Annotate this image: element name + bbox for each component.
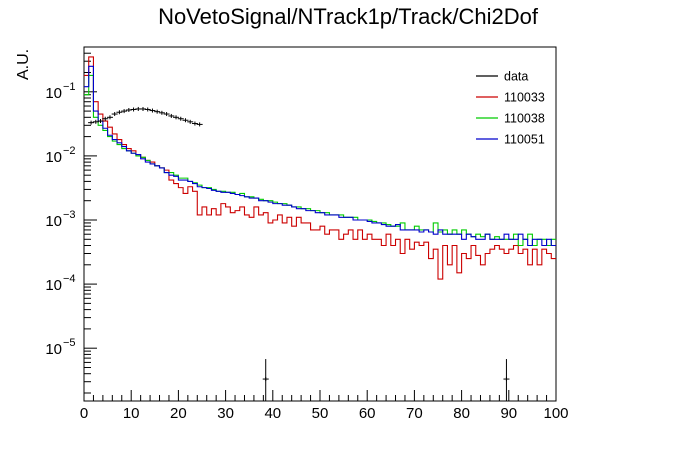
series-110038-line (84, 74, 556, 247)
y-tick-exponent: −1 (63, 81, 76, 93)
x-tick-label: 50 (312, 405, 329, 422)
y-tick-exponent: −5 (63, 337, 76, 349)
x-tick-label: 100 (543, 405, 568, 422)
series-layer (84, 56, 556, 401)
data-point (92, 119, 99, 124)
data-point (125, 108, 132, 113)
x-tick-label: 30 (217, 405, 234, 422)
data-point (182, 118, 189, 123)
data-point (116, 110, 123, 115)
y-tick-exponent: −3 (63, 209, 76, 221)
y-tick-mantissa: 10 (45, 85, 62, 102)
data-point (187, 119, 194, 124)
y-tick-label: 10 (45, 85, 62, 102)
series-110033-line (84, 56, 556, 280)
chart-title: NoVetoSignal/NTrack1p/Track/Chi2Dof (158, 4, 539, 29)
y-tick-label: 10 (45, 341, 62, 358)
x-axis: 0 10 20 30 40 50 60 70 80 90 100 (80, 390, 569, 422)
y-tick-mantissa: 10 (45, 341, 62, 358)
x-tick-label: 20 (170, 405, 187, 422)
plot-frame (83, 46, 557, 402)
x-tick-label: 10 (123, 405, 140, 422)
data-point (154, 109, 161, 114)
y-tick-mantissa: 10 (45, 277, 62, 294)
y-tick-exponent: −2 (63, 145, 76, 157)
x-tick-label: 60 (359, 405, 376, 422)
x-tick-label: 90 (500, 405, 517, 422)
legend-label-data: data (504, 70, 528, 84)
legend-label-110038: 110038 (504, 112, 545, 126)
y-tick-exponent: −4 (63, 273, 76, 285)
data-point (144, 107, 151, 112)
y-tick-label: 10 (45, 277, 62, 294)
data-point (168, 113, 175, 118)
legend: data 110033 110038 110051 (476, 70, 545, 147)
y-tick-mantissa: 10 (45, 149, 62, 166)
y-tick-mantissa: 10 (45, 213, 62, 230)
x-tick-label: 70 (406, 405, 423, 422)
data-point (158, 110, 165, 115)
y-tick-label: 10 (45, 213, 62, 230)
x-tick-label: 40 (264, 405, 281, 422)
data-point (196, 122, 203, 127)
x-tick-label: 0 (80, 405, 88, 422)
y-tick-label: 10 (45, 149, 62, 166)
series-110051-line (84, 65, 556, 247)
data-point (97, 119, 104, 124)
legend-label-110051: 110051 (504, 133, 545, 147)
data-point (177, 116, 184, 121)
y-axis: 10−510−410−310−210−1 (45, 46, 97, 394)
data-point (163, 112, 170, 117)
data-point (106, 115, 113, 120)
data-point (191, 121, 198, 126)
legend-label-110033: 110033 (504, 91, 545, 105)
data-point (111, 112, 118, 117)
data-point (121, 109, 128, 114)
data-point (130, 107, 137, 112)
data-point (149, 108, 156, 113)
data-point (102, 116, 109, 121)
data-point (173, 115, 180, 120)
y-axis-title: A.U. (15, 49, 32, 80)
data-point (88, 120, 95, 125)
x-tick-label: 80 (453, 405, 470, 422)
data-point (140, 106, 146, 111)
